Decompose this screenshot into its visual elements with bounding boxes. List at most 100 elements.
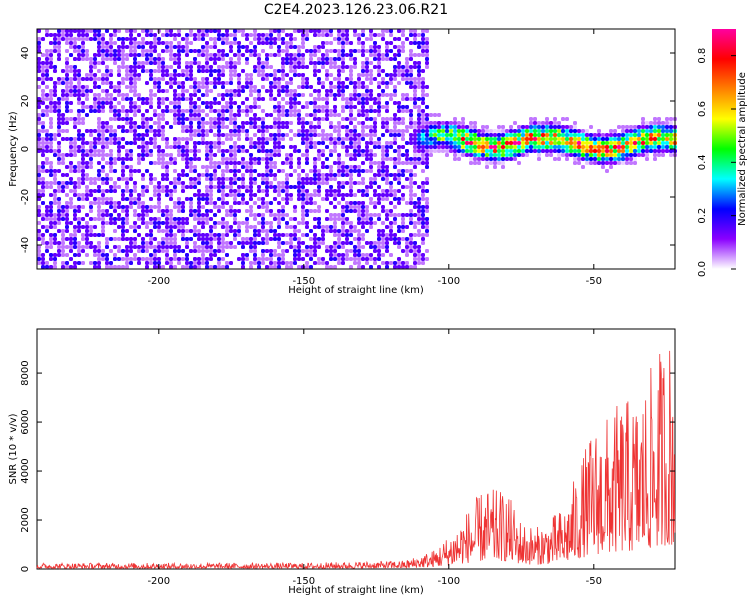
- heatmap-cell: [257, 221, 261, 225]
- heatmap-cell: [149, 105, 153, 109]
- heatmap-cell: [545, 117, 549, 121]
- heatmap-cell: [409, 217, 413, 221]
- heatmap-cell: [153, 129, 157, 133]
- heatmap-cell: [533, 129, 537, 133]
- heatmap-cell: [77, 181, 81, 185]
- heatmap-cell: [101, 225, 105, 229]
- heatmap-cell: [201, 133, 205, 137]
- heatmap-cell: [413, 29, 417, 33]
- heatmap-cell: [413, 97, 417, 101]
- heatmap-cell: [365, 69, 369, 73]
- heatmap-cell: [449, 137, 453, 141]
- heatmap-cell: [341, 81, 345, 85]
- heatmap-cell: [257, 89, 261, 93]
- heatmap-cell: [537, 133, 541, 137]
- heatmap-cell: [325, 157, 329, 161]
- heatmap-cell: [353, 145, 357, 149]
- heatmap-cell: [301, 233, 305, 237]
- heatmap-cell: [381, 125, 385, 129]
- heatmap-cell: [333, 125, 337, 129]
- heatmap-cell: [85, 97, 89, 101]
- heatmap-cell: [89, 37, 93, 41]
- heatmap-cell: [205, 249, 209, 253]
- heatmap-cell: [165, 153, 169, 157]
- heatmap-cell: [233, 33, 237, 37]
- heatmap-cell: [401, 169, 405, 173]
- heatmap-cell: [661, 125, 665, 129]
- heatmap-cell: [317, 77, 321, 81]
- heatmap-cell: [217, 121, 221, 125]
- heatmap-cell: [125, 177, 129, 181]
- heatmap-cell: [137, 97, 141, 101]
- heatmap-cell: [197, 209, 201, 213]
- heatmap-cell: [321, 153, 325, 157]
- heatmap-cell: [357, 165, 361, 169]
- heatmap-cell: [401, 221, 405, 225]
- heatmap-cell: [229, 157, 233, 161]
- heatmap-cell: [621, 161, 625, 165]
- heatmap-cell: [625, 141, 629, 145]
- heatmap-cell: [213, 133, 217, 137]
- heatmap-cell: [321, 81, 325, 85]
- heatmap-cell: [197, 113, 201, 117]
- heatmap-cell: [177, 261, 181, 265]
- heatmap-cell: [153, 45, 157, 49]
- heatmap-cell: [57, 161, 61, 165]
- heatmap-cell: [401, 41, 405, 45]
- heatmap-cell: [349, 241, 353, 245]
- heatmap-cell: [401, 97, 405, 101]
- heatmap-cell: [337, 141, 341, 145]
- heatmap-cell: [109, 45, 113, 49]
- heatmap-cell: [205, 29, 209, 33]
- heatmap-cell: [93, 145, 97, 149]
- heatmap-cell: [189, 201, 193, 205]
- heatmap-cell: [85, 129, 89, 133]
- heatmap-cell: [189, 93, 193, 97]
- heatmap-cell: [309, 113, 313, 117]
- y-tick-label: 4000: [20, 458, 31, 483]
- heatmap-cell: [349, 141, 353, 145]
- heatmap-cell: [265, 73, 269, 77]
- heatmap-cell: [49, 237, 53, 241]
- heatmap-cell: [81, 197, 85, 201]
- heatmap-cell: [221, 49, 225, 53]
- heatmap-cell: [289, 185, 293, 189]
- heatmap-cell: [309, 181, 313, 185]
- heatmap-cell: [309, 249, 313, 253]
- heatmap-cell: [57, 101, 61, 105]
- y-tick-label: 2000: [20, 507, 31, 532]
- heatmap-cell: [433, 133, 437, 137]
- heatmap-cell: [301, 57, 305, 61]
- heatmap-cell: [77, 221, 81, 225]
- heatmap-cell: [357, 205, 361, 209]
- heatmap-cell: [393, 129, 397, 133]
- heatmap-cell: [377, 253, 381, 257]
- heatmap-cell: [309, 101, 313, 105]
- heatmap-cell: [329, 225, 333, 229]
- heatmap-cell: [381, 89, 385, 93]
- heatmap-cell: [129, 245, 133, 249]
- heatmap-cell: [49, 165, 53, 169]
- heatmap-cell: [293, 61, 297, 65]
- heatmap-cell: [125, 53, 129, 57]
- heatmap-cell: [225, 33, 229, 37]
- heatmap-cell: [405, 97, 409, 101]
- heatmap-cell: [157, 117, 161, 121]
- heatmap-cell: [117, 177, 121, 181]
- heatmap-cell: [45, 53, 49, 57]
- heatmap-cell: [645, 133, 649, 137]
- heatmap-cell: [321, 41, 325, 45]
- heatmap-cell: [349, 117, 353, 121]
- heatmap-cell: [417, 97, 421, 101]
- heatmap-cell: [329, 165, 333, 169]
- heatmap-cell: [357, 77, 361, 81]
- heatmap-cell: [361, 265, 365, 269]
- heatmap-cell: [289, 173, 293, 177]
- heatmap-cell: [365, 49, 369, 53]
- heatmap-cell: [377, 81, 381, 85]
- heatmap-cell: [49, 77, 53, 81]
- heatmap-cell: [37, 65, 41, 69]
- heatmap-cell: [173, 117, 177, 121]
- heatmap-cell: [177, 49, 181, 53]
- heatmap-cell: [149, 29, 153, 33]
